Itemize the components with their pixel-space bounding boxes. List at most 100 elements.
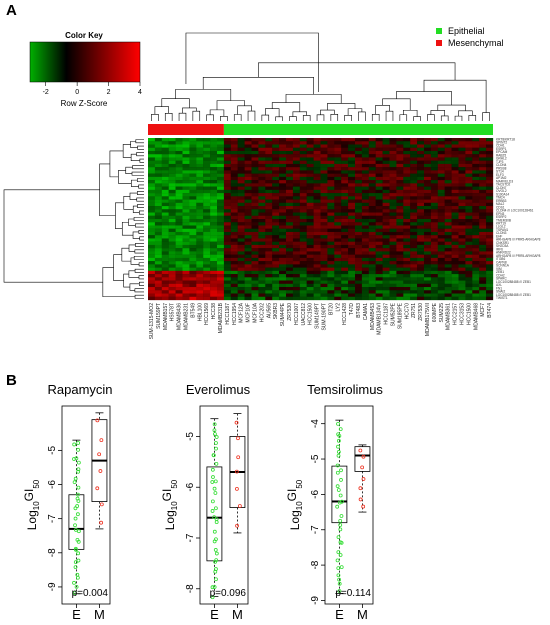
gene-label: CNKSR1 (496, 241, 509, 245)
heatmap-cell (444, 189, 452, 194)
heatmap-cell (154, 183, 162, 187)
sample-label: MCF10F (246, 303, 252, 322)
heatmap-cell (258, 225, 266, 229)
heatmap-cell (279, 244, 287, 249)
heatmap-cell (223, 212, 231, 216)
heatmap-cell (230, 235, 238, 239)
heatmap-cell (396, 160, 404, 165)
heatmap-cell (210, 170, 218, 174)
heatmap-cell (223, 189, 231, 194)
heatmap-cell (161, 267, 169, 271)
heatmap-cell (154, 215, 162, 220)
heatmap-cell (244, 173, 252, 178)
heatmap-cell (430, 287, 438, 291)
heatmap-cell (306, 287, 314, 291)
heatmap-cell (403, 248, 411, 252)
heatmap-cell (334, 225, 342, 229)
heatmap-cell (189, 206, 197, 210)
heatmap-cell (161, 290, 169, 294)
heatmap-cell (286, 270, 294, 275)
sample-label: MDAMB231B (218, 302, 224, 333)
heatmap-cell (168, 251, 176, 255)
heatmap-cell (154, 180, 162, 184)
heatmap-cell (382, 296, 390, 301)
heatmap-cell (444, 212, 452, 216)
heatmap-cell (217, 277, 225, 281)
heatmap-cell (196, 193, 204, 197)
heatmap-cell (210, 280, 218, 284)
heatmap-cell (486, 274, 494, 278)
heatmap-cell (375, 287, 383, 291)
heatmap-cell (251, 176, 259, 181)
heatmap-cell (341, 270, 349, 275)
heatmap-cell (203, 160, 211, 165)
heatmap-cell (203, 254, 211, 259)
heatmap-cell (479, 193, 487, 197)
heatmap-cell (230, 290, 238, 294)
heatmap-cell (244, 293, 252, 297)
heatmap-cell (430, 157, 438, 161)
heatmap-cell (361, 254, 369, 259)
heatmap-cell (396, 283, 404, 288)
heatmap-cell (361, 222, 369, 226)
heatmap-cell (237, 144, 245, 148)
heatmap-cell (444, 270, 452, 275)
heatmap-cell (210, 296, 218, 301)
heatmap-cell (244, 261, 252, 265)
heatmap-cell (320, 209, 328, 213)
heatmap-cell (286, 144, 294, 148)
heatmap-cell (265, 180, 273, 184)
heatmap-cell (258, 251, 266, 255)
heatmap-cell (403, 228, 411, 233)
heatmap-cell (430, 180, 438, 184)
heatmap-cell (348, 212, 356, 216)
color-key-xlabel: Row Z-Score (61, 99, 108, 108)
heatmap-cell (410, 160, 418, 165)
heatmap-cell (334, 144, 342, 148)
heatmap-cell (334, 261, 342, 265)
heatmap-cell (368, 160, 376, 165)
dendrogram-branch (358, 111, 366, 121)
heatmap-cell (272, 219, 280, 223)
heatmap-cell (430, 154, 438, 158)
heatmap-cell (389, 160, 397, 165)
heatmap-cell (465, 241, 473, 246)
heatmap-cell (313, 160, 321, 165)
heatmap-cell (430, 225, 438, 229)
heatmap-cell (148, 248, 156, 252)
heatmap-cell (313, 189, 321, 194)
heatmap-cell (175, 280, 183, 284)
heatmap-cell (175, 150, 183, 155)
heatmap-cell (361, 257, 369, 262)
heatmap-cell (341, 199, 349, 203)
heatmap-cell (334, 183, 342, 187)
heatmap-cell (196, 228, 204, 233)
heatmap-cell (161, 254, 169, 259)
heatmap-cell (458, 202, 466, 207)
heatmap-cell (223, 160, 231, 165)
heatmap-cell (479, 293, 487, 297)
heatmap-cell (196, 277, 204, 281)
heatmap-cell (451, 261, 459, 265)
heatmap-cell (189, 170, 197, 174)
heatmap-cell (223, 163, 231, 168)
heatmap-cell (375, 274, 383, 278)
heatmap-cell (244, 274, 252, 278)
heatmap-cell (382, 251, 390, 255)
heatmap-cell (148, 235, 156, 239)
heatmap-cell (168, 215, 176, 220)
heatmap-cell (306, 212, 314, 216)
dendrogram-branch (206, 114, 214, 121)
heatmap-cell (403, 196, 411, 200)
gene-label: VIM (496, 267, 502, 271)
heatmap-cell (258, 202, 266, 207)
heatmap-cell (348, 215, 356, 220)
heatmap-cell (320, 267, 328, 271)
heatmap-cell (210, 202, 218, 207)
heatmap-cell (230, 261, 238, 265)
heatmap-cell (320, 138, 328, 142)
heatmap-cell (223, 167, 231, 171)
heatmap-cell (217, 167, 225, 171)
heatmap-cell (368, 173, 376, 178)
